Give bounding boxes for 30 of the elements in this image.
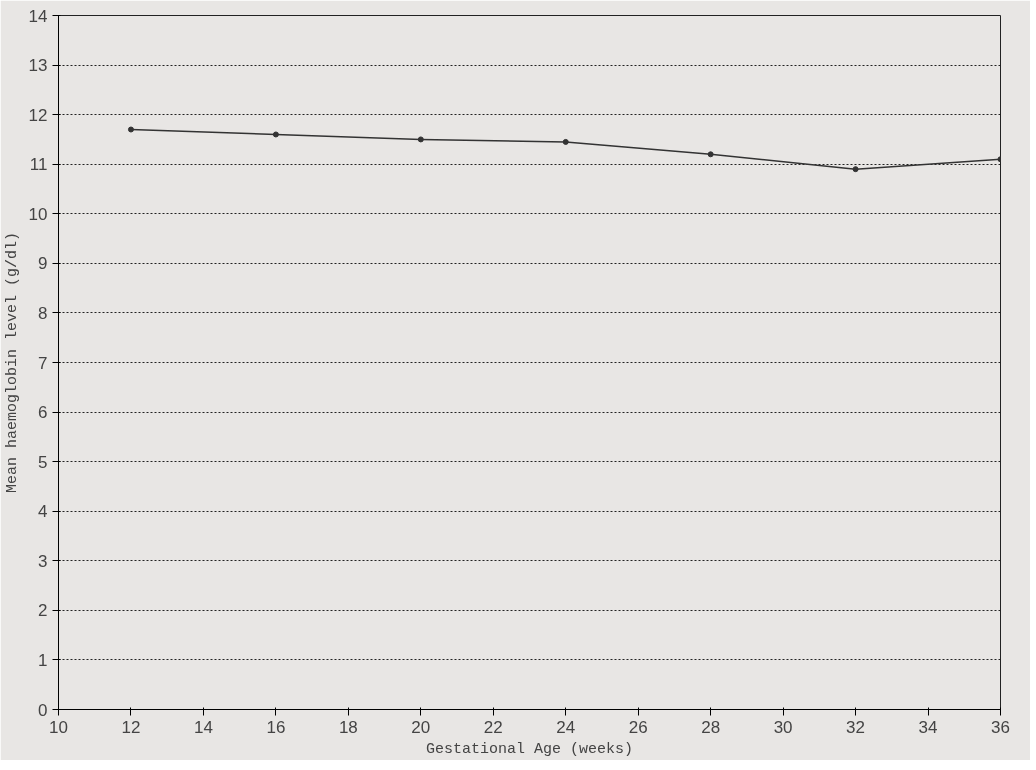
x-tick-label: 34 bbox=[918, 717, 938, 737]
x-tick-label: 26 bbox=[628, 717, 648, 737]
x-tick-label: 36 bbox=[991, 717, 1010, 737]
y-tick-label: 13 bbox=[28, 56, 48, 76]
y-tick-label: 0 bbox=[38, 700, 48, 720]
y-tick-label: 12 bbox=[28, 105, 48, 125]
y-tick-label: 14 bbox=[28, 6, 48, 26]
x-tick-label: 24 bbox=[556, 717, 576, 737]
y-tick-label: 5 bbox=[38, 452, 48, 472]
x-tick-label: 20 bbox=[411, 717, 431, 737]
x-tick-label: 30 bbox=[773, 717, 793, 737]
y-axis-title: Mean haemoglobin level (g/dl) bbox=[3, 231, 21, 494]
y-tick-label: 9 bbox=[38, 254, 48, 274]
y-tick-label: 11 bbox=[29, 155, 48, 175]
y-tick-label: 7 bbox=[38, 353, 48, 373]
y-tick-label: 8 bbox=[38, 303, 48, 323]
x-tick-label: 14 bbox=[193, 717, 213, 737]
x-tick-label: 18 bbox=[338, 717, 358, 737]
y-tick-label: 10 bbox=[28, 204, 48, 224]
y-tick-label: 2 bbox=[38, 601, 48, 621]
y-tick-label: 1 bbox=[38, 650, 48, 670]
y-tick-label: 4 bbox=[38, 502, 48, 522]
y-tick-label: 6 bbox=[38, 403, 48, 423]
x-axis-title: Gestational Age (weeks) bbox=[425, 740, 634, 758]
y-tick-label: 3 bbox=[38, 551, 48, 571]
x-tick-label: 28 bbox=[701, 717, 721, 737]
x-tick-label: 16 bbox=[266, 717, 286, 737]
x-tick-label: 32 bbox=[846, 717, 866, 737]
x-tick-label: 12 bbox=[121, 717, 141, 737]
x-tick-label: 22 bbox=[483, 717, 503, 737]
